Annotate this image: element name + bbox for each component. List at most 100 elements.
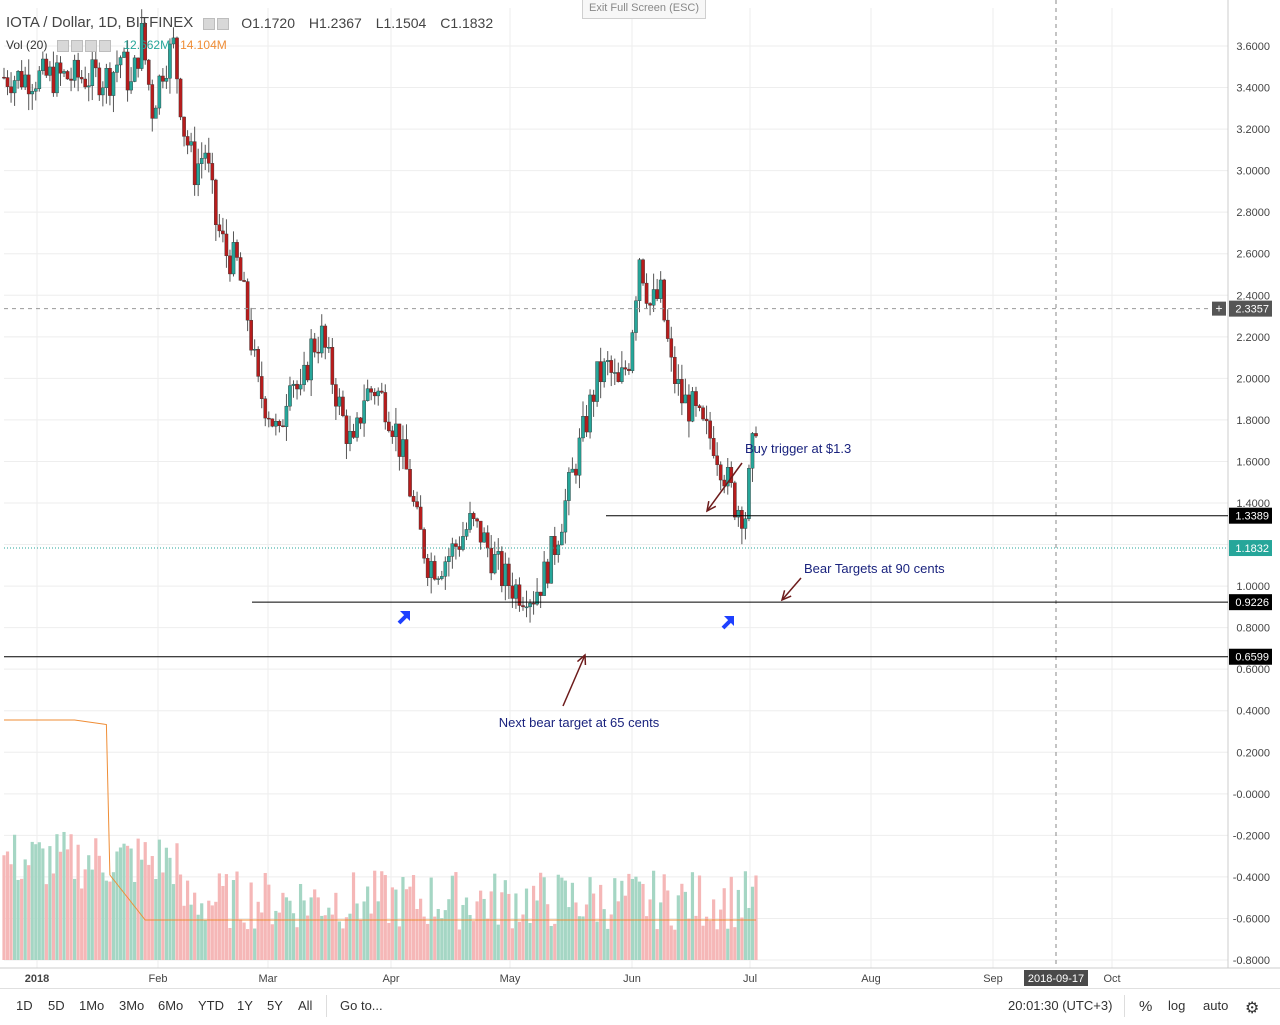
volume-bar <box>517 921 522 960</box>
volume-bar <box>217 873 221 960</box>
candle-body <box>295 383 299 390</box>
volume-buttons[interactable] <box>57 38 113 52</box>
volume-bar <box>380 871 384 960</box>
symbol-title[interactable]: IOTA / Dollar, 1D, BITFINEX <box>6 14 194 31</box>
candle-body <box>662 279 667 321</box>
volume-bar <box>164 847 169 960</box>
volume-bar <box>295 927 299 960</box>
range-1mo[interactable]: 1Mo <box>79 998 105 1013</box>
volume-bar <box>104 880 108 960</box>
price-chart[interactable]: 3.6000 3.4000 3.2000 3.0000 2.8000 2.6000 2.40… <box>0 0 1280 988</box>
candle-body <box>581 416 585 439</box>
volume-bar <box>235 871 239 960</box>
candle-body <box>736 510 741 518</box>
candle-body <box>715 455 719 465</box>
range-5y[interactable]: 5Y <box>267 998 283 1013</box>
volume-bar <box>447 899 451 960</box>
volume-bar <box>443 910 447 960</box>
gear-icon[interactable]: ⚙ <box>1245 1000 1260 1017</box>
candle-body <box>224 233 229 257</box>
y-tick-label: 1.6000 <box>1236 456 1270 468</box>
log-toggle[interactable]: log <box>1168 998 1186 1013</box>
volume-bar <box>238 919 243 960</box>
volume-bar <box>140 859 144 960</box>
volume-bar <box>65 849 70 960</box>
candle-body <box>55 62 59 94</box>
volume-bar <box>464 897 469 960</box>
candle-body <box>669 338 674 358</box>
header-buttons[interactable] <box>203 15 231 31</box>
volume-bar <box>468 915 472 960</box>
price-label: 1.3389 <box>1235 511 1269 523</box>
volume-bar <box>16 879 20 960</box>
candle-body <box>284 405 289 427</box>
volume-bar <box>351 872 356 960</box>
volume-bar <box>743 871 748 960</box>
candle-body <box>514 584 518 599</box>
exit-fullscreen-button[interactable]: Exit Full Screen (ESC) <box>582 0 706 19</box>
range-5d[interactable]: 5D <box>48 998 65 1013</box>
volume-bar <box>133 881 137 960</box>
volume-bar <box>20 878 24 960</box>
range-1y[interactable]: 1Y <box>237 998 253 1013</box>
volume-bar <box>680 883 684 960</box>
volume-bar <box>267 884 271 960</box>
next-target-arrow-head <box>576 653 587 666</box>
candle-body <box>41 58 45 71</box>
range-6mo[interactable]: 6Mo <box>158 998 184 1013</box>
candle-body <box>503 563 508 587</box>
volume-bar <box>2 855 6 960</box>
volume-bar <box>602 909 606 960</box>
candle-body <box>101 87 105 96</box>
y-tick-label: 2.4000 <box>1236 290 1270 302</box>
volume-bar <box>450 875 454 960</box>
candle-body <box>556 544 561 555</box>
volume-bar <box>623 895 627 960</box>
range-all[interactable]: All <box>298 998 313 1013</box>
candle-body <box>122 51 126 58</box>
volume-bar <box>394 889 398 960</box>
y-tick-label: -0.6000 <box>1233 913 1270 925</box>
volume-bar <box>178 874 183 960</box>
volume-bar <box>143 842 147 960</box>
annotation-text: Next bear target at 65 cents <box>499 715 660 730</box>
candle-body <box>362 400 366 424</box>
goto-button[interactable]: Go to... <box>340 998 383 1013</box>
annotation-text: Bear Targets at 90 cents <box>804 561 945 576</box>
volume-bar <box>327 907 331 960</box>
volume-bar <box>577 916 582 960</box>
volume-bar <box>627 873 631 960</box>
x-tick-label: Jul <box>743 973 757 985</box>
volume-bar <box>482 898 486 960</box>
candle-body <box>115 64 119 73</box>
candle-body <box>704 418 709 422</box>
candle-body <box>203 152 208 159</box>
volume-bar <box>750 886 755 960</box>
volume-bar <box>570 882 575 960</box>
volume-bar <box>507 893 511 960</box>
volume-bar <box>524 888 529 960</box>
candle-body <box>577 437 582 476</box>
volume-bar <box>726 928 730 960</box>
range-3mo[interactable]: 3Mo <box>119 998 145 1013</box>
volume-bar <box>41 848 45 960</box>
buy-trigger-arrow <box>706 462 743 512</box>
volume-label[interactable]: Vol (20) <box>6 38 48 52</box>
volume-bar <box>34 844 38 960</box>
candle-body <box>217 224 222 232</box>
y-tick-label: 0.6000 <box>1236 664 1270 676</box>
candle-body <box>196 163 200 186</box>
volume-bar <box>337 921 341 960</box>
candle-body <box>591 394 596 402</box>
range-1d[interactable]: 1D <box>16 998 33 1013</box>
volume-bar <box>712 899 716 960</box>
candle-body <box>630 332 635 371</box>
auto-toggle[interactable]: auto <box>1203 998 1229 1013</box>
volume-bar <box>440 918 444 960</box>
volume-bar <box>574 902 578 960</box>
candle-body <box>199 158 204 164</box>
volume-bar <box>366 886 370 960</box>
percent-toggle[interactable]: % <box>1139 998 1153 1015</box>
range-ytd[interactable]: YTD <box>198 998 224 1013</box>
candle-body <box>439 576 444 579</box>
